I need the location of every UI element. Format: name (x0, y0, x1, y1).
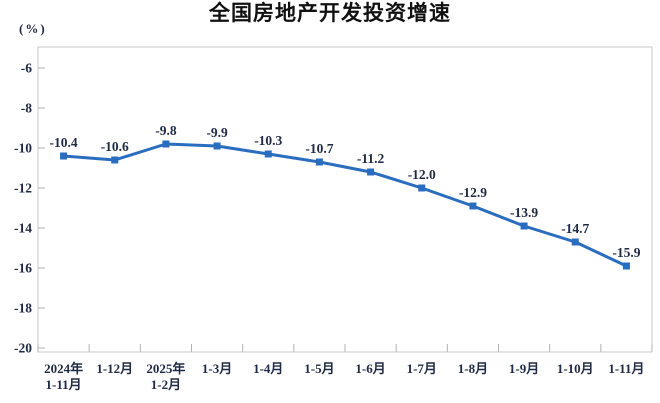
data-point-marker (213, 142, 221, 150)
data-label: -10.3 (254, 133, 282, 148)
series-line (62, 142, 628, 268)
data-label: -11.2 (357, 151, 385, 166)
x-axis-tick-label: 1-11月 (608, 361, 644, 376)
x-axis-tick-label: 1-8月 (458, 361, 488, 376)
data-point-marker (571, 238, 579, 246)
x-axis-tick-label: 1-7月 (407, 361, 437, 376)
data-label: -10.7 (305, 141, 333, 156)
x-axis-tick-label: 2024年 1-11月 (44, 361, 83, 392)
data-point-marker (520, 222, 528, 230)
y-axis-tick-label: -8 (21, 101, 32, 116)
data-label: -13.9 (510, 205, 538, 220)
y-axis-unit-label: (%) (19, 21, 47, 36)
y-axis-tick-label: -10 (14, 141, 32, 156)
x-axis-tick-label: 1-6月 (355, 361, 385, 376)
data-label: -12.0 (408, 167, 436, 182)
chart-title: 全国房地产开发投资增速 (209, 2, 451, 25)
y-axis-tick-label: -12 (14, 181, 32, 196)
data-label: -9.8 (155, 123, 177, 138)
data-label: -12.9 (459, 185, 487, 200)
y-axis-tick-label: -18 (14, 301, 32, 316)
data-point-marker (162, 140, 170, 148)
y-axis-tick-label: -16 (14, 261, 32, 276)
data-point-marker (622, 262, 630, 270)
x-axis-tick-label: 1-3月 (202, 361, 232, 376)
y-axis-tick-label: -20 (14, 341, 32, 356)
data-point-marker (315, 158, 323, 166)
x-axis-tick-label: 1-9月 (509, 361, 539, 376)
data-point-marker (111, 156, 119, 164)
y-axis-tick-label: -14 (14, 221, 32, 236)
plot-border (37, 46, 653, 353)
x-axis-tick-label: 2025年 1-2月 (146, 361, 185, 392)
data-label: -14.7 (561, 221, 589, 236)
data-point-marker (367, 168, 375, 176)
data-point-marker (418, 184, 426, 192)
data-label: -10.6 (101, 139, 129, 154)
data-point-marker (469, 202, 477, 210)
data-label: -9.9 (206, 125, 228, 140)
data-label: -15.9 (612, 245, 640, 260)
x-axis-tick-label: 1-4月 (253, 361, 283, 376)
x-axis-tick-label: 1-5月 (304, 361, 334, 376)
data-point-marker (264, 150, 272, 158)
x-axis-tick-label: 1-10月 (557, 361, 594, 376)
y-axis-tick-label: -6 (21, 61, 32, 76)
data-label: -10.4 (50, 135, 78, 150)
x-axis-tick-label: 1-12月 (96, 361, 133, 376)
data-point-marker (60, 152, 68, 160)
